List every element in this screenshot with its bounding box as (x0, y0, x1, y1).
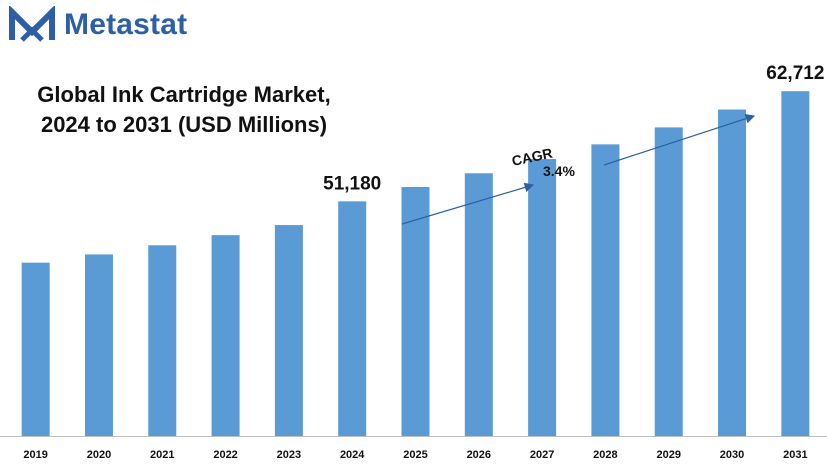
x-tick-2025: 2025 (403, 449, 427, 461)
bar-2024 (338, 201, 367, 436)
x-tick-2030: 2030 (720, 449, 744, 461)
bar-2020 (84, 254, 113, 436)
cagr-arrow-right (603, 114, 756, 166)
x-axis-ticks: 2019 2020 2021 2022 2023 2024 2025 2026 2027 2028… (23, 449, 807, 461)
bar-2025 (401, 187, 430, 436)
x-tick-2026: 2026 (467, 449, 491, 461)
brand-name: Metastat (64, 8, 188, 41)
brand-logo: Metastat (8, 6, 218, 48)
bar-2022 (211, 235, 240, 436)
x-tick-2027: 2027 (530, 449, 554, 461)
cagr-arrow-left (401, 182, 535, 225)
data-label-2024: 51,180 (323, 173, 381, 194)
bar-2029 (654, 127, 683, 436)
chart-bars (21, 91, 810, 437)
bar-2031 (781, 91, 810, 437)
x-tick-2031: 2031 (783, 449, 807, 461)
x-tick-2022: 2022 (213, 449, 237, 461)
bar-2026 (464, 173, 493, 436)
chart-title-line-2: 2024 to 2031 (USD Millions) (40, 112, 328, 137)
chart-title-line-1: Global Ink Cartridge Market, (37, 82, 331, 107)
x-tick-2028: 2028 (593, 449, 617, 461)
x-tick-2024: 2024 (340, 449, 365, 461)
bar-2019 (21, 262, 50, 436)
bar-2027 (528, 159, 557, 437)
x-tick-2023: 2023 (277, 449, 301, 461)
x-tick-2019: 2019 (23, 449, 47, 461)
x-tick-2020: 2020 (87, 449, 111, 461)
bar-2028 (591, 144, 620, 436)
data-labels: 51,180 62,712 (323, 63, 824, 194)
cagr-value: 3.4% (543, 163, 575, 179)
metastat-logo-icon (9, 6, 55, 42)
bar-2023 (274, 225, 303, 436)
data-label-2031: 62,712 (766, 63, 824, 84)
bar-2021 (148, 245, 177, 436)
chart-title: Global Ink Cartridge Market, 2024 to 203… (24, 80, 344, 140)
x-tick-2021: 2021 (150, 449, 174, 461)
x-tick-2029: 2029 (656, 449, 680, 461)
bar-2030 (718, 109, 747, 437)
